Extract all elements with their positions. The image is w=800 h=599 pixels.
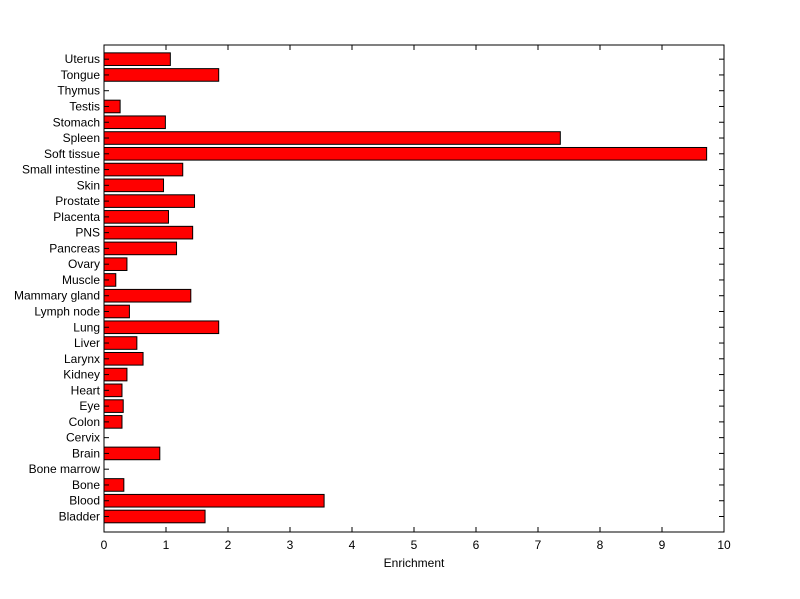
y-tick-label-small-intestine: Small intestine <box>22 163 100 177</box>
y-tick-label-placenta: Placenta <box>53 210 100 224</box>
bar-brain <box>103 446 161 461</box>
y-tick-label-muscle: Muscle <box>62 273 100 287</box>
x-tick-label-6: 6 <box>473 538 480 552</box>
plot-area <box>103 44 725 533</box>
bars-group <box>103 52 708 524</box>
y-tick-label-kidney: Kidney <box>63 368 100 382</box>
y-tick-label-testis: Testis <box>69 99 100 113</box>
x-tick-label-0: 0 <box>101 538 108 552</box>
x-tick-label-4: 4 <box>349 538 356 552</box>
bar-pns <box>103 225 194 240</box>
y-tick-label-prostate: Prostate <box>55 194 100 208</box>
bar-larynx <box>103 351 144 366</box>
x-tick-label-9: 9 <box>659 538 666 552</box>
x-tick-label-1: 1 <box>163 538 170 552</box>
y-tick-label-liver: Liver <box>74 336 100 350</box>
y-tick-label-bone-marrow: Bone marrow <box>29 462 101 476</box>
y-tick-label-skin: Skin <box>77 178 100 192</box>
y-tick-label-soft-tissue: Soft tissue <box>44 147 100 161</box>
y-tick-label-bone: Bone <box>72 478 100 492</box>
x-tick-label-8: 8 <box>597 538 604 552</box>
y-tick-label-lymph-node: Lymph node <box>34 304 100 318</box>
bar-soft-tissue <box>103 146 708 161</box>
bar-lung <box>103 320 220 335</box>
bar-blood <box>103 493 325 508</box>
bar-uterus <box>103 52 171 66</box>
bar-bladder <box>103 509 206 524</box>
x-tick-label-3: 3 <box>287 538 294 552</box>
y-tick-label-colon: Colon <box>69 415 100 429</box>
y-tick-label-stomach: Stomach <box>53 115 100 129</box>
y-tick-label-pns: PNS <box>75 226 100 240</box>
x-tick-label-5: 5 <box>411 538 418 552</box>
x-axis-ticks: 0 1 2 3 4 5 6 7 8 9 10 <box>101 45 731 552</box>
x-tick-label-2: 2 <box>225 538 232 552</box>
y-tick-label-blood: Blood <box>69 494 100 508</box>
x-axis-label: Enrichment <box>384 556 445 570</box>
y-tick-label-uterus: Uterus <box>65 52 100 66</box>
bar-skin <box>103 178 165 193</box>
x-tick-label-10: 10 <box>717 538 731 552</box>
bar-placenta <box>103 210 169 224</box>
y-tick-label-thymus: Thymus <box>57 84 100 98</box>
y-tick-label-heart: Heart <box>71 383 101 397</box>
y-tick-label-pancreas: Pancreas <box>49 241 100 255</box>
y-tick-label-larynx: Larynx <box>64 352 100 366</box>
y-tick-label-tongue: Tongue <box>61 68 101 82</box>
y-tick-label-spleen: Spleen <box>63 131 100 145</box>
y-tick-label-lung: Lung <box>73 320 100 334</box>
x-tick-label-7: 7 <box>535 538 542 552</box>
bar-prostate <box>103 194 196 208</box>
y-tick-label-eye: Eye <box>79 399 100 413</box>
bar-small-intestine <box>103 162 184 177</box>
y-tick-label-cervix: Cervix <box>66 431 100 445</box>
y-tick-label-mammary-gland: Mammary gland <box>14 289 100 303</box>
y-tick-label-ovary: Ovary <box>68 257 100 271</box>
y-tick-label-brain: Brain <box>72 446 100 460</box>
bar-tongue <box>103 68 220 82</box>
y-tick-label-bladder: Bladder <box>59 510 100 524</box>
bar-mammary-gland <box>103 288 192 303</box>
bar-stomach <box>103 115 166 130</box>
bar-spleen <box>103 131 561 145</box>
bar-pancreas <box>103 241 178 256</box>
